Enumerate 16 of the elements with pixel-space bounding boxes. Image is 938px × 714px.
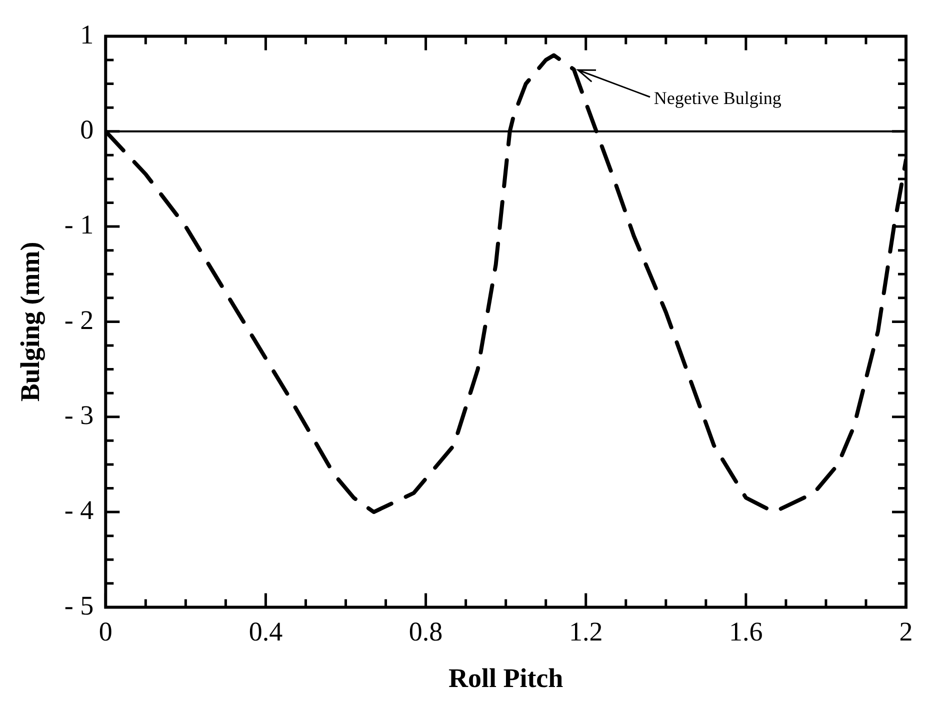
annotation: Negetive Bulging	[654, 88, 782, 108]
y-tick-label: - 1	[64, 210, 94, 240]
x-tick-label: 1.2	[568, 616, 603, 646]
x-tick-label: 1.6	[729, 616, 763, 646]
x-tick-label: 0.8	[408, 616, 443, 646]
y-tick-label: 0	[80, 114, 94, 144]
x-tick-label: 0	[98, 616, 112, 646]
x-tick-label: 0.4	[248, 616, 284, 646]
y-tick-label: - 2	[64, 304, 94, 335]
x-tick-label: 2	[899, 616, 913, 646]
y-tick-label: - 4	[64, 495, 94, 526]
x-axis-title: Roll Pitch	[448, 662, 564, 693]
y-tick-label: 1	[80, 19, 94, 50]
y-tick-label: - 5	[64, 590, 94, 620]
y-axis-title: Bulging (mm)	[15, 242, 46, 402]
y-tick-label: - 3	[64, 400, 94, 430]
